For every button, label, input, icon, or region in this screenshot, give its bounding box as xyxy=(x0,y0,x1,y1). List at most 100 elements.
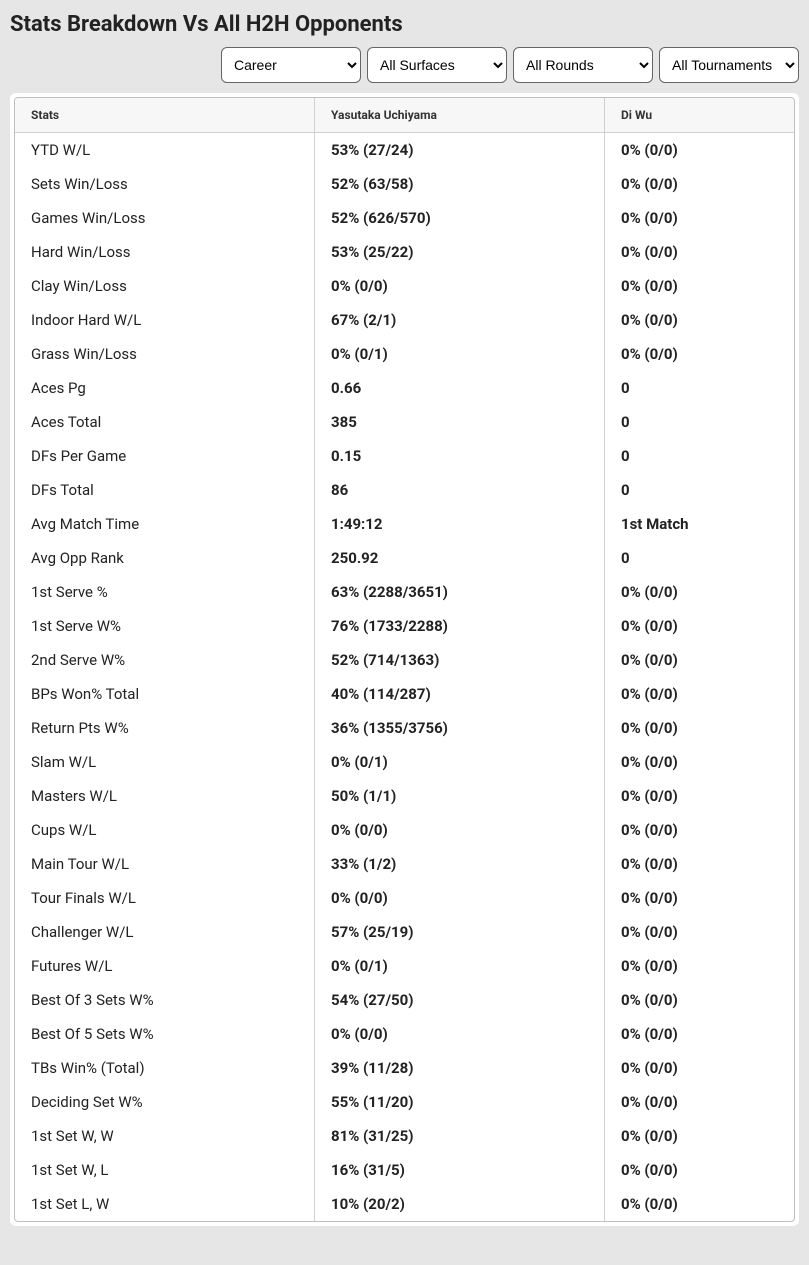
table-row: 1st Set L, W10% (20/2)0% (0/0) xyxy=(15,1187,794,1221)
stat-label: 2nd Serve W% xyxy=(15,643,315,677)
stat-value-player1: 50% (1/1) xyxy=(315,779,605,813)
stat-value-player2: 0% (0/0) xyxy=(605,1119,794,1153)
stat-value-player2: 0% (0/0) xyxy=(605,1085,794,1119)
stat-label: Masters W/L xyxy=(15,779,315,813)
filters-bar: Career All Surfaces All Rounds All Tourn… xyxy=(10,47,799,83)
stat-value-player1: 36% (1355/3756) xyxy=(315,711,605,745)
stat-label: Deciding Set W% xyxy=(15,1085,315,1119)
stat-value-player2: 0% (0/0) xyxy=(605,1051,794,1085)
stat-value-player1: 57% (25/19) xyxy=(315,915,605,949)
stat-value-player1: 67% (2/1) xyxy=(315,303,605,337)
table-row: Sets Win/Loss52% (63/58)0% (0/0) xyxy=(15,167,794,201)
filter-rounds-select[interactable]: All Rounds xyxy=(513,47,653,83)
filter-surfaces-select[interactable]: All Surfaces xyxy=(367,47,507,83)
stat-label: Challenger W/L xyxy=(15,915,315,949)
stat-value-player1: 0% (0/0) xyxy=(315,813,605,847)
stat-label: Main Tour W/L xyxy=(15,847,315,881)
stat-value-player1: 0% (0/0) xyxy=(315,881,605,915)
stat-value-player2: 0% (0/0) xyxy=(605,201,794,235)
stats-table: Stats Yasutaka Uchiyama Di Wu YTD W/L53%… xyxy=(14,97,795,1222)
stat-value-player2: 0% (0/0) xyxy=(605,983,794,1017)
table-row: Deciding Set W%55% (11/20)0% (0/0) xyxy=(15,1085,794,1119)
stat-label: 1st Serve % xyxy=(15,575,315,609)
stat-label: 1st Serve W% xyxy=(15,609,315,643)
stat-value-player2: 0 xyxy=(605,405,794,439)
col-header-player1: Yasutaka Uchiyama xyxy=(315,98,605,133)
col-header-player2: Di Wu xyxy=(605,98,794,133)
table-row: TBs Win% (Total)39% (11/28)0% (0/0) xyxy=(15,1051,794,1085)
stat-value-player1: 16% (31/5) xyxy=(315,1153,605,1187)
stat-value-player1: 76% (1733/2288) xyxy=(315,609,605,643)
table-row: Best Of 3 Sets W%54% (27/50)0% (0/0) xyxy=(15,983,794,1017)
stat-label: YTD W/L xyxy=(15,133,315,167)
table-row: Main Tour W/L33% (1/2)0% (0/0) xyxy=(15,847,794,881)
stat-label: Return Pts W% xyxy=(15,711,315,745)
stat-label: Avg Match Time xyxy=(15,507,315,541)
stat-value-player1: 63% (2288/3651) xyxy=(315,575,605,609)
stat-value-player1: 54% (27/50) xyxy=(315,983,605,1017)
stat-value-player2: 0% (0/0) xyxy=(605,881,794,915)
stat-label: Games Win/Loss xyxy=(15,201,315,235)
table-row: 1st Set W, L16% (31/5)0% (0/0) xyxy=(15,1153,794,1187)
stat-value-player2: 0% (0/0) xyxy=(605,1017,794,1051)
table-row: 1st Serve W%76% (1733/2288)0% (0/0) xyxy=(15,609,794,643)
stat-label: Futures W/L xyxy=(15,949,315,983)
table-row: Grass Win/Loss0% (0/1)0% (0/0) xyxy=(15,337,794,371)
stat-value-player1: 0% (0/1) xyxy=(315,949,605,983)
stat-value-player1: 52% (626/570) xyxy=(315,201,605,235)
table-row: DFs Total860 xyxy=(15,473,794,507)
stat-label: DFs Total xyxy=(15,473,315,507)
stat-value-player2: 0% (0/0) xyxy=(605,813,794,847)
stat-value-player2: 0% (0/0) xyxy=(605,949,794,983)
table-row: Games Win/Loss52% (626/570)0% (0/0) xyxy=(15,201,794,235)
stat-label: Clay Win/Loss xyxy=(15,269,315,303)
table-row: Return Pts W%36% (1355/3756)0% (0/0) xyxy=(15,711,794,745)
filter-tournaments-select[interactable]: All Tournaments xyxy=(659,47,799,83)
table-row: 1st Serve %63% (2288/3651)0% (0/0) xyxy=(15,575,794,609)
stat-label: 1st Set W, W xyxy=(15,1119,315,1153)
table-row: DFs Per Game0.150 xyxy=(15,439,794,473)
stat-value-player2: 0% (0/0) xyxy=(605,167,794,201)
stat-value-player2: 0% (0/0) xyxy=(605,269,794,303)
stat-value-player2: 0% (0/0) xyxy=(605,133,794,167)
stat-label: BPs Won% Total xyxy=(15,677,315,711)
stat-value-player2: 0% (0/0) xyxy=(605,609,794,643)
stat-value-player2: 0% (0/0) xyxy=(605,711,794,745)
stat-label: TBs Win% (Total) xyxy=(15,1051,315,1085)
stat-value-player1: 0% (0/0) xyxy=(315,269,605,303)
stat-value-player1: 10% (20/2) xyxy=(315,1187,605,1221)
stat-value-player2: 0% (0/0) xyxy=(605,643,794,677)
stat-label: Best Of 5 Sets W% xyxy=(15,1017,315,1051)
stat-value-player2: 0% (0/0) xyxy=(605,677,794,711)
stat-label: DFs Per Game xyxy=(15,439,315,473)
stat-value-player1: 81% (31/25) xyxy=(315,1119,605,1153)
stat-label: Sets Win/Loss xyxy=(15,167,315,201)
stat-value-player2: 0 xyxy=(605,473,794,507)
stat-value-player2: 1st Match xyxy=(605,507,794,541)
stat-value-player1: 0.15 xyxy=(315,439,605,473)
table-row: Indoor Hard W/L67% (2/1)0% (0/0) xyxy=(15,303,794,337)
stat-value-player1: 250.92 xyxy=(315,541,605,575)
stat-value-player2: 0 xyxy=(605,541,794,575)
stat-label: Grass Win/Loss xyxy=(15,337,315,371)
stat-value-player1: 39% (11/28) xyxy=(315,1051,605,1085)
stat-value-player1: 53% (27/24) xyxy=(315,133,605,167)
stat-value-player2: 0% (0/0) xyxy=(605,575,794,609)
table-row: Challenger W/L57% (25/19)0% (0/0) xyxy=(15,915,794,949)
stat-label: Avg Opp Rank xyxy=(15,541,315,575)
table-row: 2nd Serve W%52% (714/1363)0% (0/0) xyxy=(15,643,794,677)
stat-value-player2: 0% (0/0) xyxy=(605,915,794,949)
stat-value-player1: 33% (1/2) xyxy=(315,847,605,881)
stat-value-player1: 52% (714/1363) xyxy=(315,643,605,677)
stat-label: Aces Pg xyxy=(15,371,315,405)
table-row: Avg Opp Rank250.920 xyxy=(15,541,794,575)
stat-value-player2: 0% (0/0) xyxy=(605,303,794,337)
filter-career-select[interactable]: Career xyxy=(221,47,361,83)
stat-value-player1: 52% (63/58) xyxy=(315,167,605,201)
table-row: Clay Win/Loss0% (0/0)0% (0/0) xyxy=(15,269,794,303)
stat-value-player1: 0% (0/1) xyxy=(315,745,605,779)
stat-value-player2: 0% (0/0) xyxy=(605,235,794,269)
table-row: Avg Match Time1:49:121st Match xyxy=(15,507,794,541)
stat-value-player1: 1:49:12 xyxy=(315,507,605,541)
table-row: Hard Win/Loss53% (25/22)0% (0/0) xyxy=(15,235,794,269)
